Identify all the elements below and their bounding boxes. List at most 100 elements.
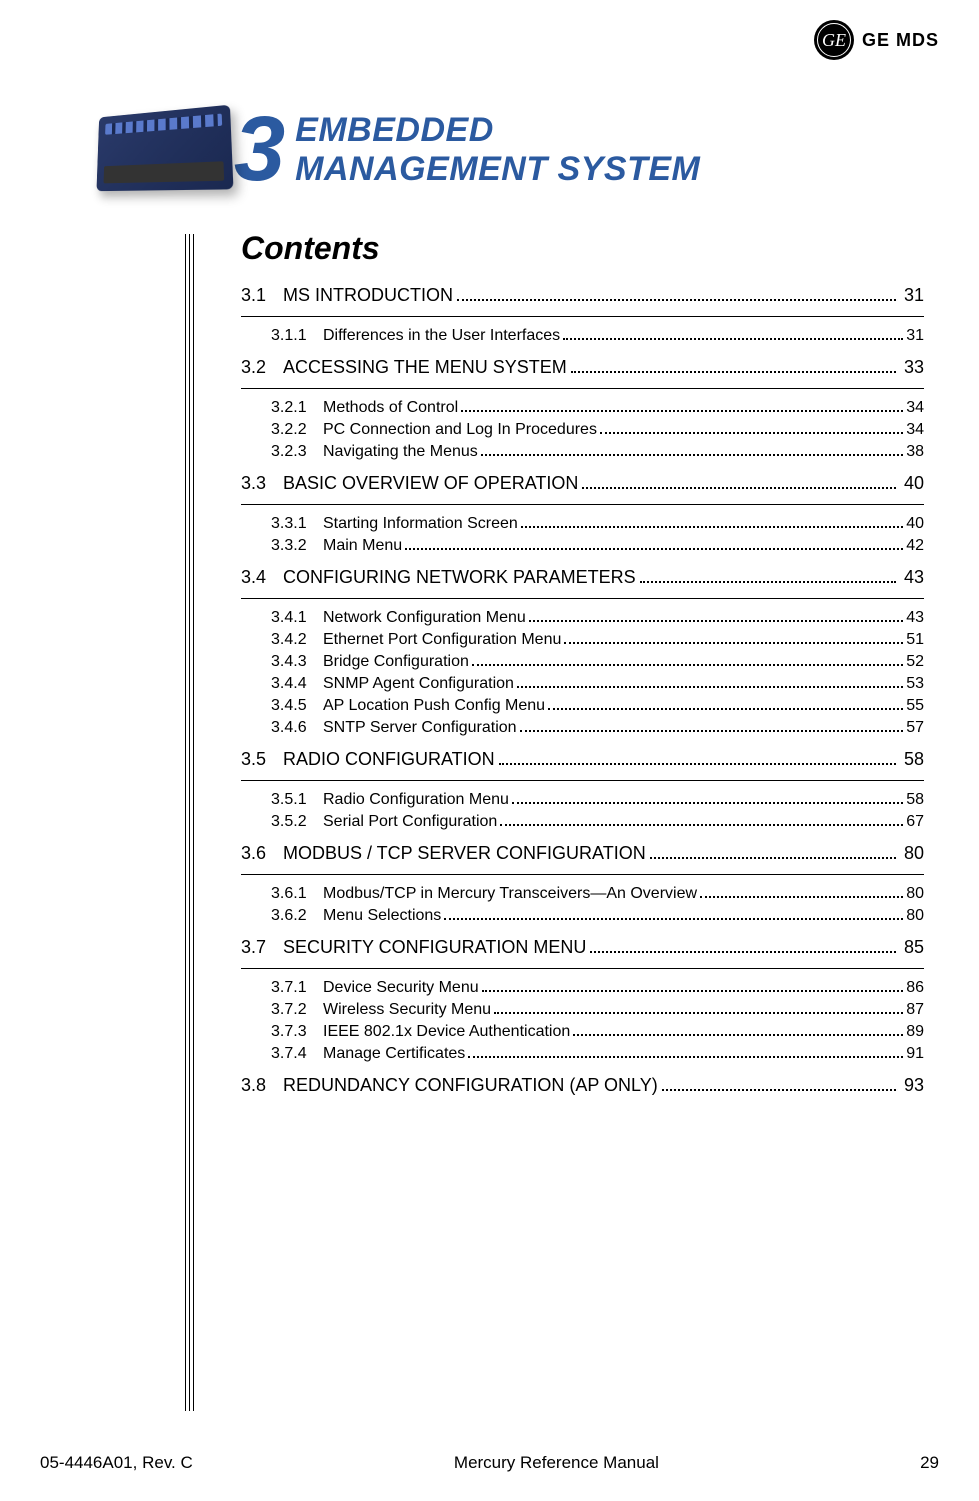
- subsection-page: 52: [906, 653, 924, 671]
- subsection-title: Modbus/TCP in Mercury Transceivers—An Ov…: [323, 885, 697, 903]
- toc-subsection: 3.4.5AP Location Push Config Menu55: [271, 697, 924, 715]
- subsection-number: 3.6.2: [271, 907, 323, 925]
- brand-logo: GE GE MDS: [814, 20, 939, 60]
- section-page: 85: [900, 937, 924, 958]
- section-number: 3.2: [241, 357, 283, 378]
- subsection-page: 80: [906, 885, 924, 903]
- subsection-title: Differences in the User Interfaces: [323, 327, 560, 345]
- toc-section: 3.7SECURITY CONFIGURATION MENU85: [241, 937, 924, 958]
- section-page: 43: [900, 567, 924, 588]
- ge-monogram-icon: GE: [814, 20, 854, 60]
- footer-page: 29: [920, 1453, 939, 1473]
- subsection-number: 3.4.3: [271, 653, 323, 671]
- leader-dots: [521, 526, 903, 528]
- ge-monogram-text: GE: [822, 30, 846, 51]
- section-title: REDUNDANCY CONFIGURATION (AP ONLY): [283, 1075, 658, 1096]
- section-page: 40: [900, 473, 924, 494]
- subsection-number: 3.4.2: [271, 631, 323, 649]
- section-number: 3.3: [241, 473, 283, 494]
- device-image: [96, 105, 233, 191]
- leader-dots: [472, 664, 903, 666]
- subsection-number: 3.3.1: [271, 515, 323, 533]
- leader-dots: [640, 581, 896, 583]
- subsection-number: 3.7.3: [271, 1023, 323, 1041]
- subsection-page: 86: [906, 979, 924, 997]
- section-title: CONFIGURING NETWORK PARAMETERS: [283, 567, 636, 588]
- section-page: 31: [900, 285, 924, 306]
- subsection-number: 3.5.2: [271, 813, 323, 831]
- leader-dots: [499, 763, 896, 765]
- section-title: BASIC OVERVIEW OF OPERATION: [283, 473, 578, 494]
- subsection-number: 3.4.6: [271, 719, 323, 737]
- toc-subsection: 3.5.2Serial Port Configuration 67: [271, 813, 924, 831]
- toc-section: 3.6MODBUS / TCP SERVER CONFIGURATION80: [241, 843, 924, 864]
- content-area: Contents 3.1MS INTRODUCTION31 3.1.1Differ…: [195, 230, 924, 1421]
- footer-title: Mercury Reference Manual: [454, 1453, 659, 1473]
- subsection-page: 42: [906, 537, 924, 555]
- subsection-number: 3.1.1: [271, 327, 323, 345]
- toc-subsection: 3.7.4Manage Certificates91: [271, 1045, 924, 1063]
- subsection-page: 55: [906, 697, 924, 715]
- section-title: ACCESSING THE MENU SYSTEM: [283, 357, 567, 378]
- leader-dots: [444, 918, 903, 920]
- toc-subsection: 3.6.2Menu Selections80: [271, 907, 924, 925]
- subsection-number: 3.7.4: [271, 1045, 323, 1063]
- subsection-number: 3.2.3: [271, 443, 323, 461]
- subsection-page: 53: [906, 675, 924, 693]
- toc-section: 3.1MS INTRODUCTION31: [241, 285, 924, 306]
- section-divider: [241, 504, 924, 505]
- leader-dots: [590, 951, 896, 953]
- subsection-page: 43: [906, 609, 924, 627]
- toc-subsection: 3.7.2Wireless Security Menu 87: [271, 1001, 924, 1019]
- subsection-title: Manage Certificates: [323, 1045, 465, 1063]
- toc-subsection: 3.4.4SNMP Agent Configuration53: [271, 675, 924, 693]
- section-number: 3.7: [241, 937, 283, 958]
- subsection-title: Device Security Menu: [323, 979, 479, 997]
- subsection-title: Serial Port Configuration: [323, 813, 497, 831]
- section-page: 33: [900, 357, 924, 378]
- subsection-title: Menu Selections: [323, 907, 441, 925]
- toc-subsection: 3.5.1Radio Configuration Menu58: [271, 791, 924, 809]
- subsection-title: IEEE 802.1x Device Authentication: [323, 1023, 570, 1041]
- subsection-title: Wireless Security Menu: [323, 1001, 491, 1019]
- leader-dots: [481, 454, 903, 456]
- subsection-number: 3.2.2: [271, 421, 323, 439]
- leader-dots: [700, 896, 903, 898]
- leader-dots: [468, 1056, 903, 1058]
- section-number: 3.5: [241, 749, 283, 770]
- leader-dots: [512, 802, 903, 804]
- leader-dots: [457, 299, 896, 301]
- subsection-title: Methods of Control: [323, 399, 458, 417]
- toc-subsection: 3.4.3Bridge Configuration52: [271, 653, 924, 671]
- section-divider: [241, 316, 924, 317]
- subsection-page: 57: [906, 719, 924, 737]
- subsection-page: 31: [906, 327, 924, 345]
- leader-dots: [564, 642, 903, 644]
- subsection-page: 67: [906, 813, 924, 831]
- leader-dots: [482, 990, 904, 992]
- section-divider: [241, 388, 924, 389]
- leader-dots: [662, 1089, 896, 1091]
- section-number: 3.8: [241, 1075, 283, 1096]
- subsection-title: SNTP Server Configuration: [323, 719, 517, 737]
- subsection-title: PC Connection and Log In Procedures: [323, 421, 597, 439]
- subsection-page: 87: [906, 1001, 924, 1019]
- subsection-number: 3.7.2: [271, 1001, 323, 1019]
- subsection-page: 58: [906, 791, 924, 809]
- section-divider: [241, 780, 924, 781]
- leader-dots: [650, 857, 896, 859]
- toc-subsection: 3.3.1Starting Information Screen40: [271, 515, 924, 533]
- subsection-number: 3.2.1: [271, 399, 323, 417]
- page-footer: 05-4446A01, Rev. C Mercury Reference Man…: [40, 1453, 939, 1473]
- leader-dots: [517, 686, 903, 688]
- toc-subsection: 3.2.1Methods of Control34: [271, 399, 924, 417]
- contents-heading: Contents: [241, 230, 924, 267]
- section-divider: [241, 598, 924, 599]
- subsection-number: 3.4.5: [271, 697, 323, 715]
- subsection-page: 34: [906, 421, 924, 439]
- leader-dots: [571, 371, 896, 373]
- toc-subsection: 3.6.1Modbus/TCP in Mercury Transceivers—…: [271, 885, 924, 903]
- subsection-title: SNMP Agent Configuration: [323, 675, 514, 693]
- vertical-rules: [185, 234, 194, 1411]
- leader-dots: [529, 620, 903, 622]
